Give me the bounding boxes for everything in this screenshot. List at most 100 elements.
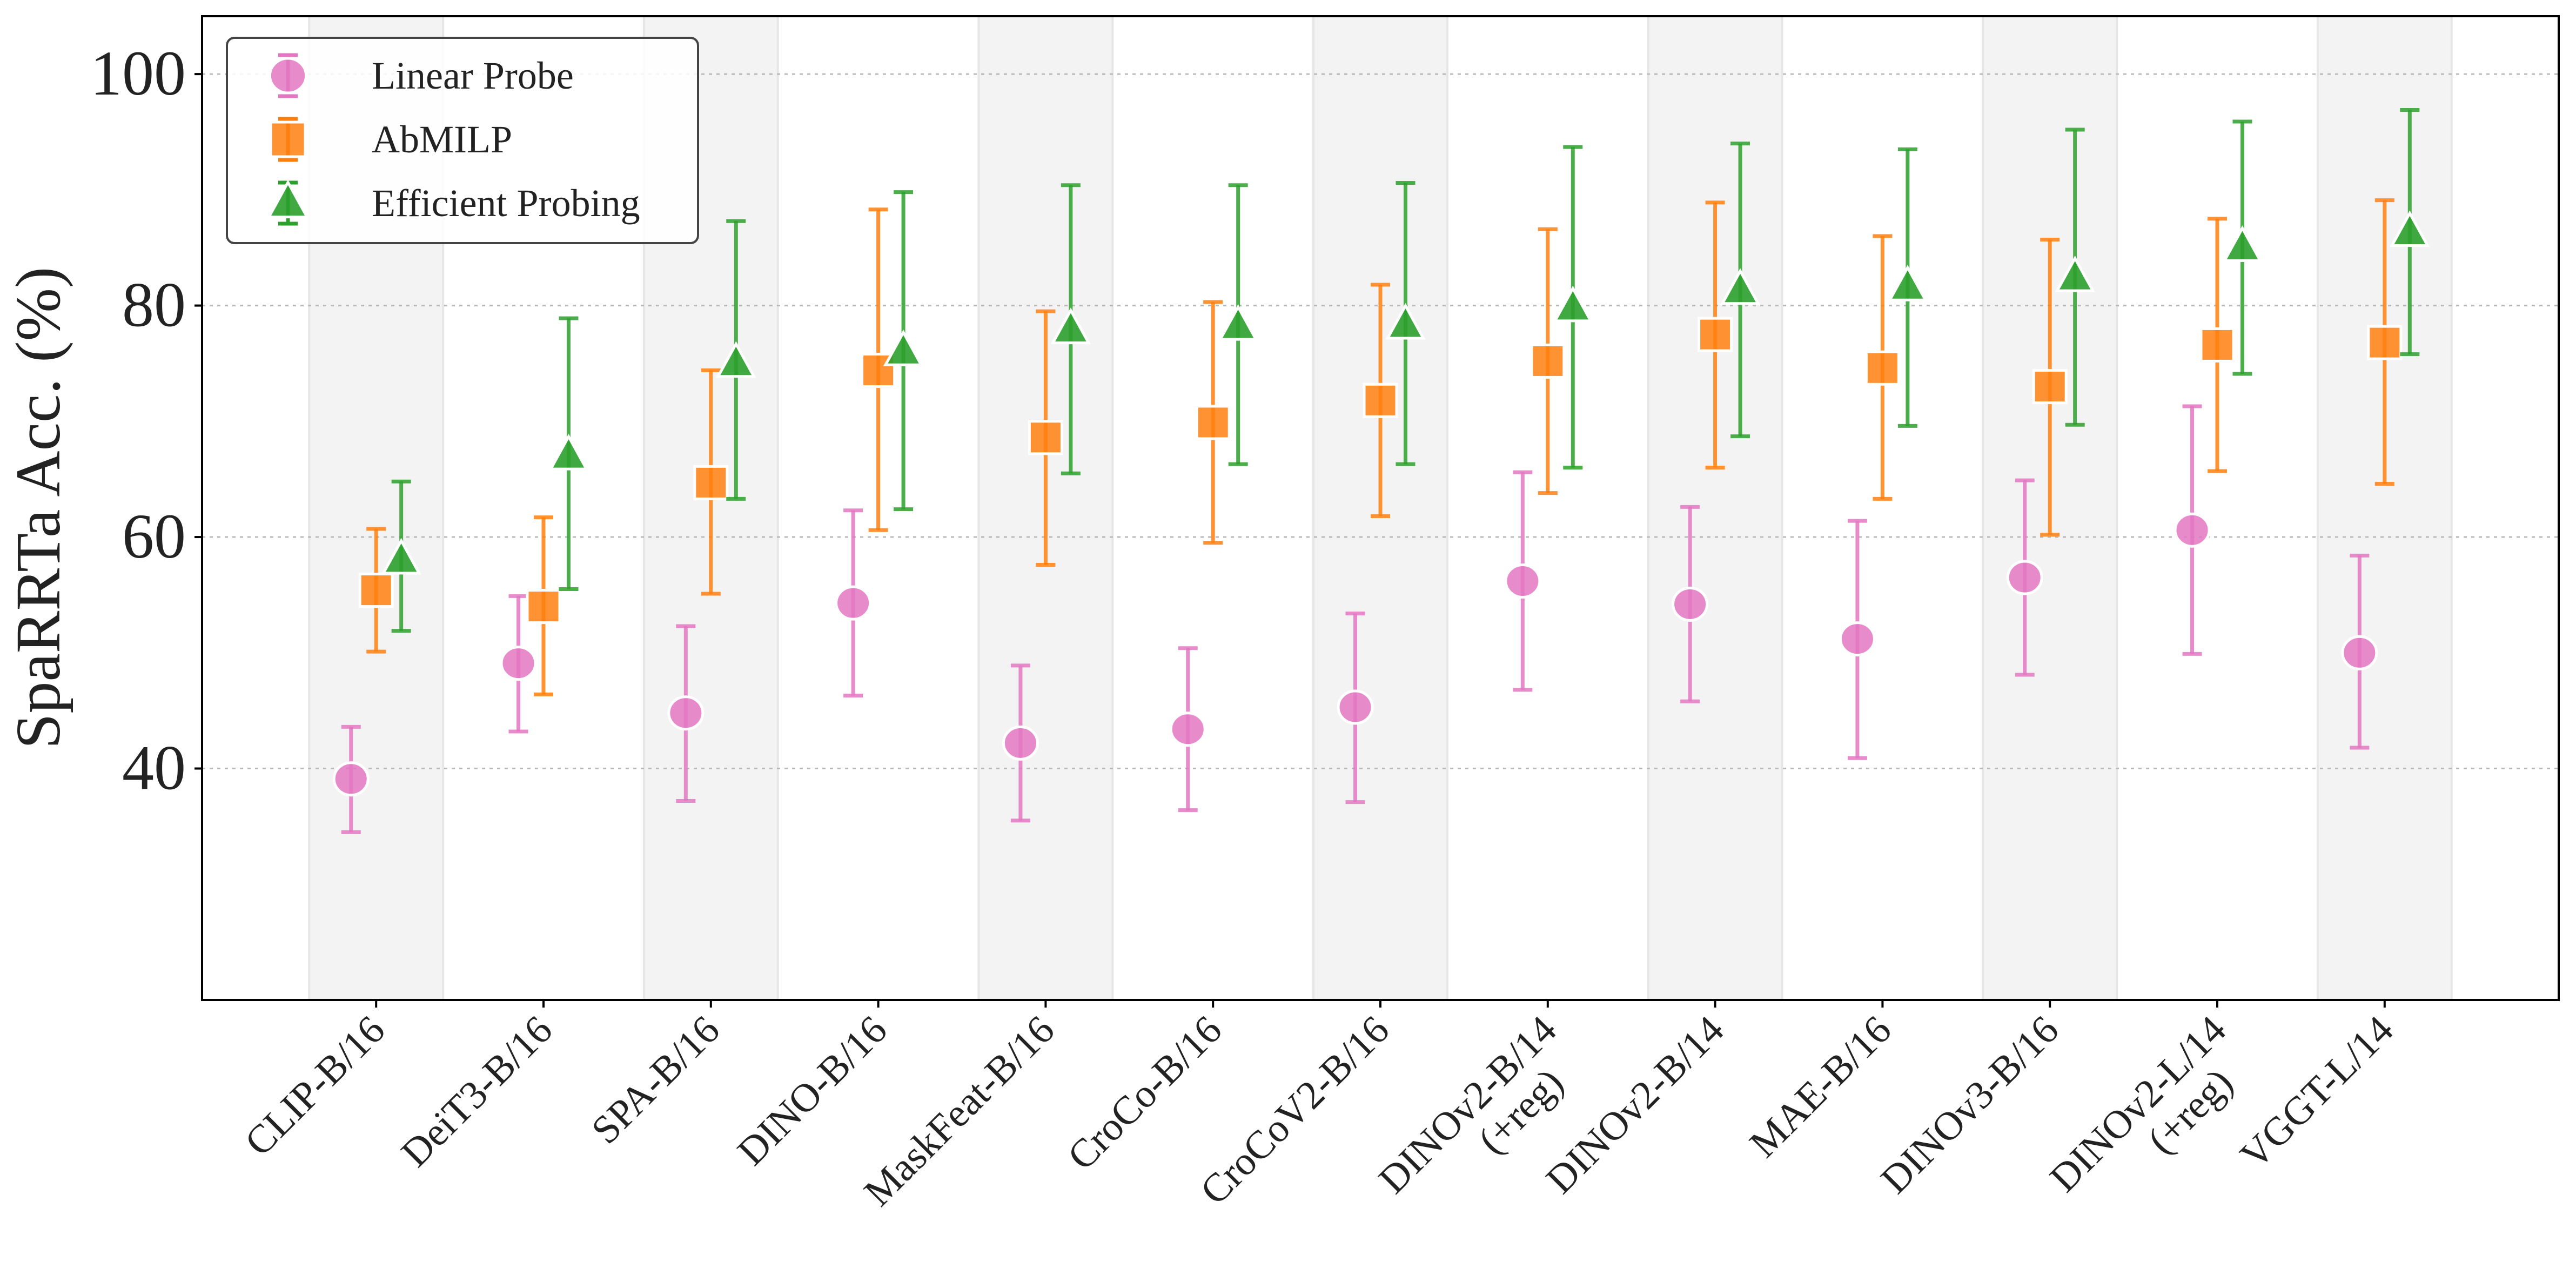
legend: Linear Probe AbMILP Efficient Probing: [226, 37, 699, 244]
data-point-square: [2367, 198, 2403, 486]
data-point-triangle: [2222, 119, 2263, 376]
x-tick-label: VGGT-L/14: [2232, 1008, 2402, 1178]
circle-marker: [1002, 725, 1039, 761]
data-point-square: [1195, 300, 1231, 545]
square-marker: [1698, 317, 1733, 352]
circle-marker: [1839, 621, 1876, 657]
y-axis-label: SpaRRTa Acc. (%): [3, 267, 73, 749]
x-tick-label: DeiT3-B/16: [393, 1008, 561, 1176]
data-point-square: [1530, 227, 1566, 495]
data-point-circle: [667, 624, 705, 803]
data-point-circle: [1839, 519, 1876, 760]
circle-marker: [1169, 712, 1206, 747]
x-tick-label: CLIP-B/16: [237, 1008, 394, 1165]
data-point-square: [1864, 234, 1900, 501]
triangle-marker: [1385, 303, 1426, 340]
data-point-triangle: [1385, 180, 1426, 466]
data-point-triangle: [716, 219, 756, 501]
data-point-triangle: [1887, 147, 1928, 428]
y-tick-label: 40: [122, 733, 186, 803]
x-tick-label: DINOv3-B/16: [1873, 1008, 2067, 1202]
x-tick-label-line: VGGT-L/14: [2232, 1008, 2402, 1178]
circle-marker: [500, 646, 537, 681]
x-tick-label: MAE-B/16: [1741, 1008, 1900, 1166]
x-tick-label-line: CroCo-B/16: [1059, 1008, 1230, 1179]
triangle-marker: [381, 538, 421, 575]
data-point-triangle: [2390, 108, 2430, 357]
data-point-square: [1363, 283, 1398, 518]
x-tick-label: DINOv2-L/14(+reg): [2042, 1008, 2265, 1231]
square-marker: [1530, 343, 1566, 379]
data-point-triangle: [2055, 127, 2095, 427]
legend-label: Linear Probe: [372, 54, 574, 97]
data-point-circle: [1504, 470, 1541, 692]
circle-marker: [1504, 563, 1541, 599]
square-marker: [1195, 405, 1231, 440]
square-marker: [693, 465, 729, 500]
circle-marker: [2341, 635, 2378, 670]
shaded-band: [1647, 15, 1783, 1001]
data-point-triangle: [1218, 183, 1258, 466]
legend-label: AbMILP: [372, 118, 512, 161]
triangle-marker: [1887, 265, 1928, 301]
data-point-square: [358, 527, 394, 654]
x-tick-label-line: DINOv2-B/14: [1538, 1008, 1732, 1202]
x-tick-label: SPA-B/16: [583, 1008, 728, 1152]
data-point-circle: [1337, 611, 1374, 804]
data-point-square: [2032, 237, 2068, 537]
data-point-circle: [835, 508, 872, 698]
data-point-triangle: [548, 316, 589, 591]
legend-square-icon: [269, 120, 307, 158]
square-marker: [1363, 382, 1398, 418]
circle-marker: [667, 695, 705, 731]
circle-marker: [2174, 512, 2211, 548]
circle-marker: [332, 761, 370, 797]
legend-label: Efficient Probing: [372, 182, 640, 225]
data-point-circle: [1002, 663, 1039, 823]
x-tick-label: DINO-B/16: [729, 1008, 896, 1174]
circle-marker: [1672, 586, 1709, 622]
data-point-square: [526, 515, 561, 696]
x-tick-label: CroCo-B/16: [1059, 1008, 1230, 1179]
square-marker: [2367, 325, 2403, 360]
data-point-circle: [2006, 478, 2043, 677]
data-point-circle: [332, 724, 370, 834]
triangle-marker: [716, 341, 756, 378]
y-tick-label: 100: [90, 38, 186, 109]
triangle-marker: [2222, 225, 2263, 262]
legend-triangle-icon: [266, 179, 310, 219]
square-marker: [526, 589, 561, 625]
x-tick-label: DINOv2-B/14(+reg): [1371, 1008, 1595, 1232]
data-point-triangle: [381, 479, 421, 633]
square-marker: [2032, 369, 2068, 405]
data-point-triangle: [1050, 183, 1091, 475]
square-marker: [1864, 350, 1900, 386]
square-marker: [2199, 327, 2235, 363]
y-tick-label: 60: [122, 501, 186, 572]
x-tick-label: DINOv2-B/14: [1538, 1008, 1732, 1202]
x-tick-label-line: MAE-B/16: [1741, 1008, 1900, 1166]
x-tick-label-line: DINO-B/16: [729, 1008, 896, 1174]
x-tick-label-line: DeiT3-B/16: [393, 1008, 561, 1176]
data-point-square: [2199, 217, 2235, 473]
square-marker: [1028, 420, 1063, 455]
triangle-marker: [2390, 210, 2430, 247]
legend-circle-icon: [268, 57, 308, 95]
triangle-marker: [2055, 255, 2095, 292]
triangle-marker: [883, 330, 924, 366]
data-point-square: [861, 207, 896, 532]
triangle-marker: [1553, 285, 1593, 323]
circle-marker: [2006, 560, 2043, 595]
data-point-triangle: [1720, 142, 1761, 439]
data-point-square: [1028, 309, 1063, 567]
data-point-square: [1698, 200, 1733, 470]
circle-marker: [835, 585, 872, 621]
data-point-circle: [1169, 646, 1206, 813]
data-point-triangle: [883, 190, 924, 512]
square-marker: [358, 573, 394, 608]
data-point-circle: [1672, 505, 1709, 703]
triangle-marker: [1050, 307, 1091, 345]
shaded-band: [2316, 15, 2453, 1001]
triangle-marker: [548, 433, 589, 471]
